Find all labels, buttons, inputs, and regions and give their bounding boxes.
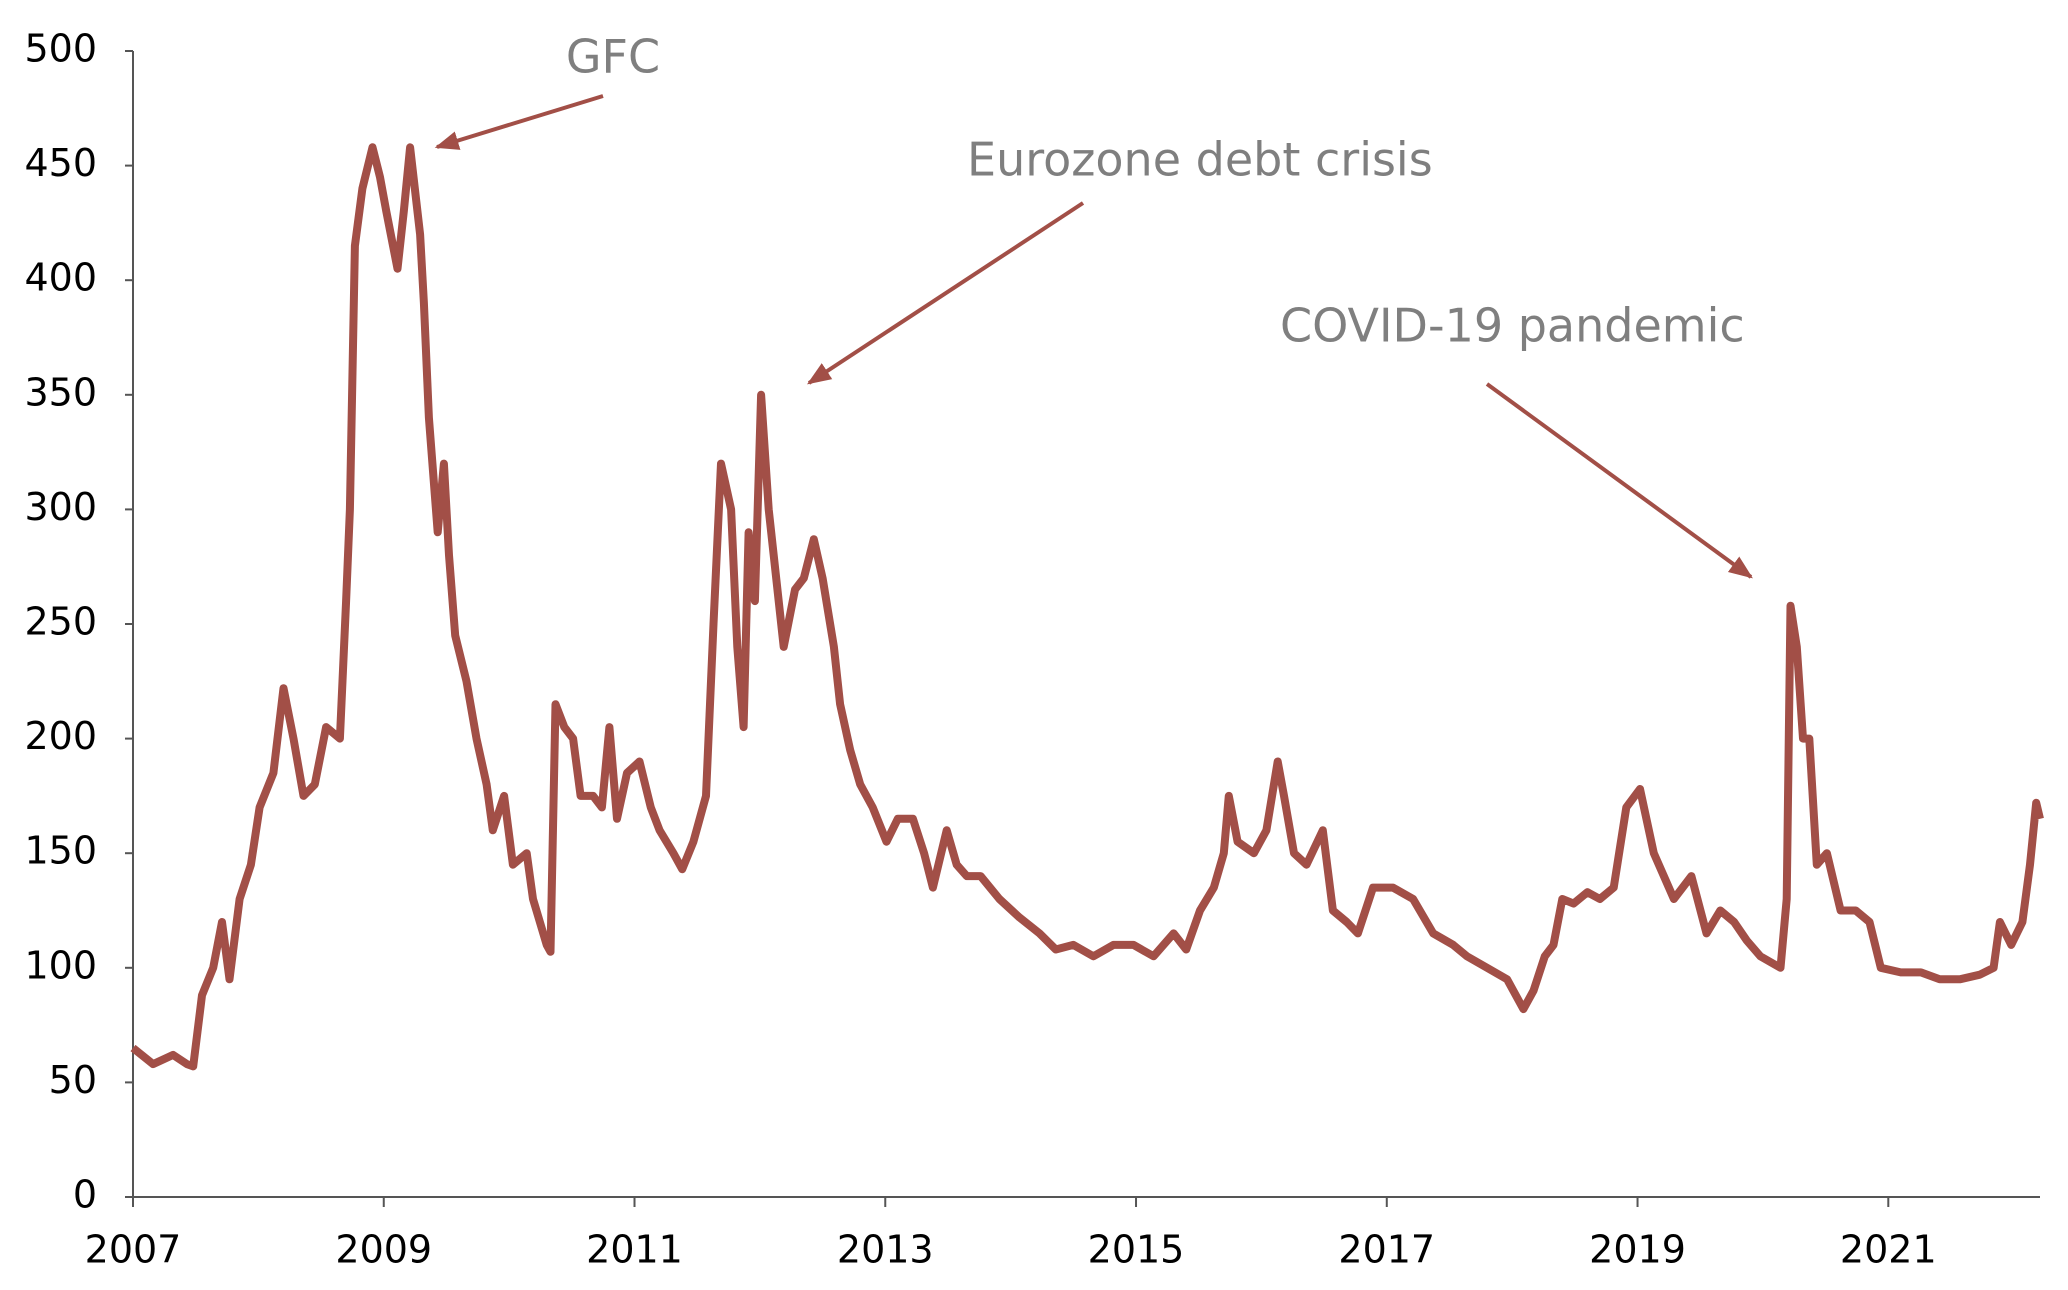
x-tick-label: 2011 [586,1228,683,1272]
y-tick-label: 300 [24,485,97,529]
x-tick-label: 2015 [1088,1228,1185,1272]
annotation: GFC [566,30,660,84]
y-tick-label: 150 [24,829,97,873]
y-tick-label: 0 [73,1173,97,1217]
y-tick-label: 250 [24,600,97,644]
x-tick-label: 2019 [1589,1228,1686,1272]
y-tick-label: 50 [49,1058,97,1102]
x-tick-label: 2009 [335,1228,432,1272]
y-tick-label: 450 [24,141,97,185]
arrow [806,201,1085,385]
y-tick-label: 350 [24,370,97,414]
x-tick-label: 2021 [1840,1228,1937,1272]
y-tick-label: 500 [24,27,97,71]
line [130,143,2044,1071]
y-tick-label: 100 [24,943,97,987]
arrow [434,94,604,150]
arrow [1485,382,1753,579]
annotation: COVID-19 pandemic [1280,299,1745,353]
y-tick-label: 400 [24,256,97,300]
x-tick-label: 2013 [837,1228,934,1272]
annotation: Eurozone debt crisis [967,133,1433,187]
y-tick-label: 200 [24,714,97,758]
x-tick-label: 2017 [1338,1228,1435,1272]
x-tick-label: 2007 [85,1228,182,1272]
